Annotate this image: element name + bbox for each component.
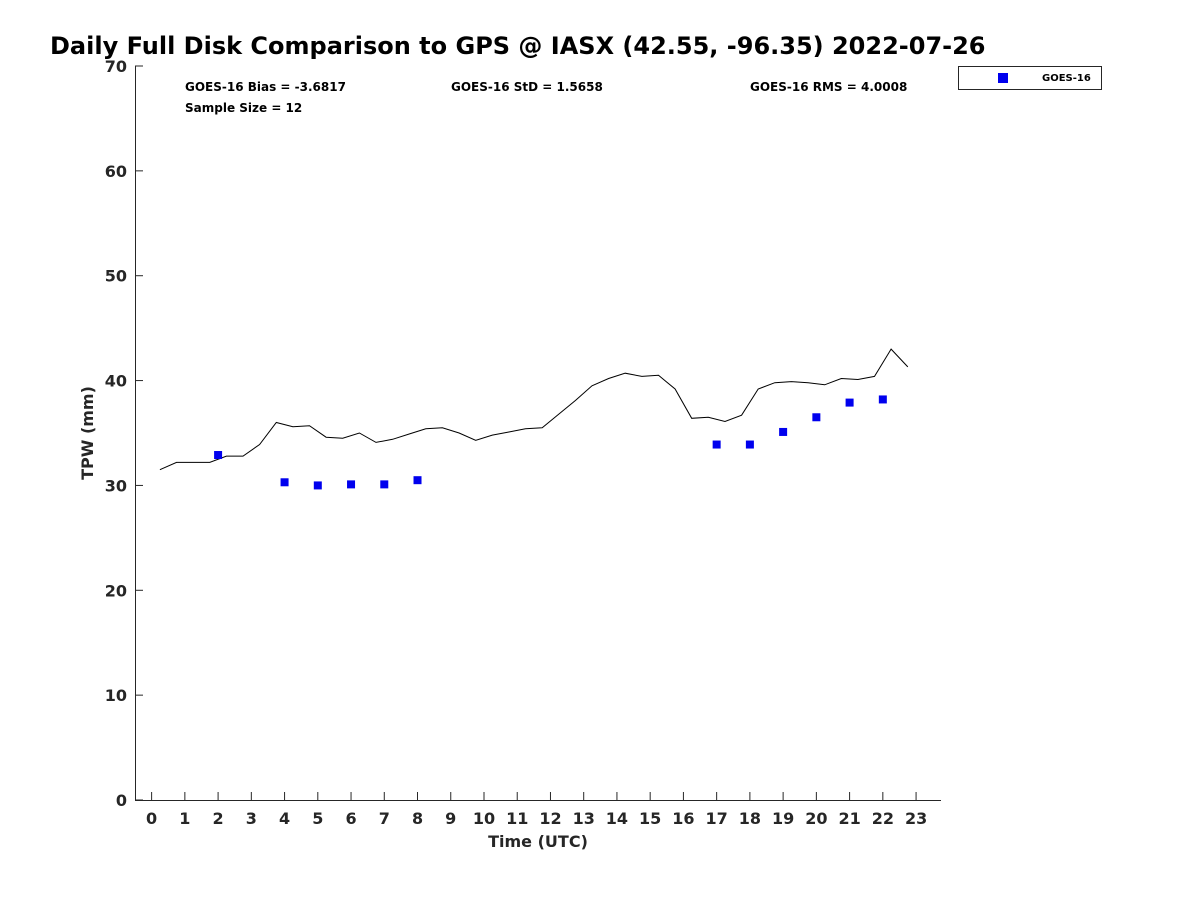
x-tick-label: 0: [146, 809, 157, 828]
x-tick-label: 8: [412, 809, 423, 828]
goes16-point: [413, 476, 422, 485]
bias-stat: GOES-16 Bias = -3.6817: [185, 80, 346, 94]
gps-tpw-line: [159, 348, 909, 471]
x-tick-label: 1: [179, 809, 190, 828]
x-tick-label: 10: [473, 809, 495, 828]
sample-size-stat: Sample Size = 12: [185, 101, 302, 115]
x-tick-label: 4: [279, 809, 290, 828]
legend-marker-goes16: [998, 73, 1008, 83]
legend-label-goes16: GOES-16: [1042, 73, 1091, 84]
x-tick-label: 17: [706, 809, 728, 828]
x-tick-label: 13: [573, 809, 595, 828]
x-tick-label: 23: [905, 809, 927, 828]
y-tick-label: 70: [105, 57, 127, 76]
x-tick-label: 6: [345, 809, 356, 828]
x-axis-ticks: 0 1 2 3 4 5 6 7 8 9 10 11 12 13 14 15 16 17 18 19 20 21 22 23: [146, 792, 927, 828]
goes16-point: [313, 481, 322, 490]
x-tick-label: 19: [772, 809, 794, 828]
x-tick-label: 20: [805, 809, 827, 828]
x-tick-label: 11: [506, 809, 528, 828]
goes16-point: [812, 413, 821, 422]
std-stat: GOES-16 StD = 1.5658: [451, 80, 603, 94]
y-tick-label: 20: [105, 581, 127, 600]
goes16-point: [845, 398, 854, 407]
y-tick-label: 50: [105, 267, 127, 286]
x-tick-label: 7: [379, 809, 390, 828]
goes16-point: [779, 427, 788, 436]
x-tick-label: 21: [838, 809, 860, 828]
x-tick-label: 3: [246, 809, 257, 828]
x-tick-label: 15: [639, 809, 661, 828]
x-tick-label: 12: [539, 809, 561, 828]
legend: GOES-16: [958, 66, 1102, 90]
y-tick-label: 60: [105, 162, 127, 181]
y-tick-label: 10: [105, 686, 127, 705]
y-tick-label: 30: [105, 476, 127, 495]
chart-title: Daily Full Disk Comparison to GPS @ IASX…: [50, 32, 986, 60]
y-axis-ticks: 0 10 20 30 40 50 60 70: [105, 57, 143, 810]
x-tick-label: 16: [672, 809, 694, 828]
x-tick-label: 5: [312, 809, 323, 828]
goes16-point: [712, 440, 721, 449]
x-axis-label: Time (UTC): [488, 832, 588, 851]
y-tick-label: 40: [105, 372, 127, 391]
rms-stat: GOES-16 RMS = 4.0008: [750, 80, 907, 94]
series-layer: [159, 348, 909, 490]
legend-box: [958, 66, 1102, 90]
goes16-point: [745, 440, 754, 449]
goes16-point: [214, 451, 223, 460]
goes16-point: [347, 480, 356, 489]
x-tick-label: 22: [872, 809, 894, 828]
x-tick-label: 2: [213, 809, 224, 828]
x-tick-label: 18: [739, 809, 761, 828]
y-tick-label: 0: [116, 791, 127, 810]
y-axis-label: TPW (mm): [78, 386, 97, 480]
goes16-point: [280, 478, 289, 487]
goes16-point: [380, 480, 389, 489]
x-tick-label: 14: [606, 809, 628, 828]
goes16-point: [878, 395, 887, 404]
x-tick-label: 9: [445, 809, 456, 828]
